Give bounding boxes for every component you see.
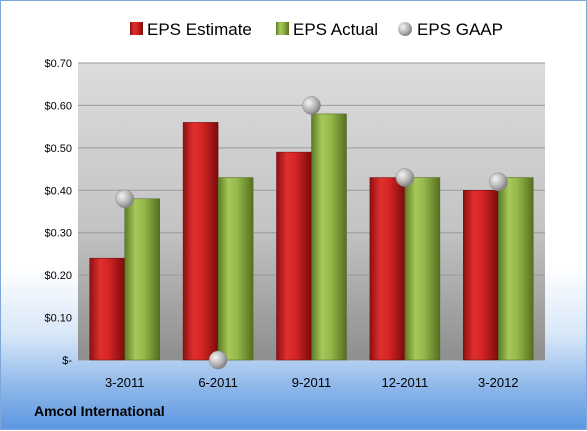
y-tick-label: $0.30	[44, 228, 72, 240]
legend-swatch-estimate	[130, 22, 143, 35]
y-tick-label: $0.40	[44, 185, 72, 197]
legend-swatch-actual	[276, 22, 289, 35]
legend-label-actual: EPS Actual	[293, 20, 378, 39]
y-tick-label: $0.70	[44, 58, 72, 70]
bar-actual-12-2011	[404, 177, 441, 361]
company-label: Amcol International	[34, 403, 165, 419]
y-tick-label: $0.60	[44, 100, 72, 112]
marker-gaap-6-2011	[208, 350, 228, 370]
legend-label-estimate: EPS Estimate	[147, 20, 252, 39]
marker-gaap-3-2012	[489, 172, 508, 192]
bar-actual-3-2011	[124, 198, 160, 361]
marker-gaap-9-2011	[302, 96, 321, 115]
legend-marker-gaap	[398, 22, 412, 36]
y-tick-label: $0.50	[44, 143, 72, 155]
bar-estimate-6-2011	[182, 122, 219, 361]
marker-gaap-12-2011	[395, 168, 415, 187]
x-category-label: 12-2011	[382, 375, 429, 390]
y-tick-label: $-	[62, 355, 72, 367]
x-category-label: 9-2011	[292, 375, 332, 390]
gaap-markers	[115, 96, 508, 370]
y-axis-ticks: $- $0.10 $0.20 $0.30 $0.40 $0.50 $0.60 $0.70	[44, 58, 72, 367]
x-category-label: 6-2011	[198, 375, 238, 390]
bar-actual-3-2012	[498, 177, 534, 361]
legend-label-gaap: EPS GAAP	[417, 20, 503, 39]
y-tick-label: $0.10	[44, 313, 72, 325]
bars	[89, 113, 534, 361]
x-category-label: 3-2011	[105, 375, 145, 390]
x-axis-categories: 3-2011 6-2011 9-2011 12-2011 3-2012	[105, 375, 519, 390]
marker-gaap-3-2011	[115, 189, 134, 209]
legend: EPS Estimate EPS Actual EPS GAAP	[130, 20, 503, 39]
bar-estimate-3-2012	[463, 190, 499, 361]
x-category-label: 3-2012	[478, 375, 518, 390]
bar-actual-9-2011	[311, 113, 347, 361]
bar-estimate-3-2011	[89, 257, 125, 361]
y-tick-label: $0.20	[44, 270, 72, 282]
bar-actual-6-2011	[217, 177, 254, 361]
bar-estimate-12-2011	[369, 177, 406, 361]
bar-estimate-9-2011	[276, 151, 312, 361]
